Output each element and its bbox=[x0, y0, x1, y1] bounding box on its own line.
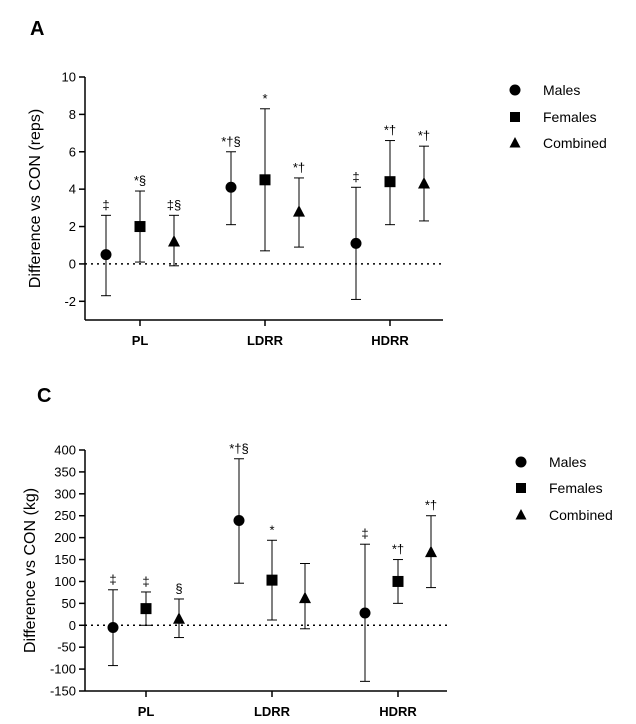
combined-point bbox=[425, 545, 437, 558]
significance-label: * bbox=[262, 91, 267, 106]
y-tick-label: -2 bbox=[64, 294, 76, 309]
significance-label: ‡ bbox=[361, 526, 368, 541]
x-category-label: PL bbox=[138, 704, 155, 719]
significance-label: § bbox=[175, 581, 182, 596]
legend-label: Males bbox=[549, 454, 586, 470]
males-point bbox=[107, 621, 119, 633]
combined-point bbox=[173, 612, 185, 624]
combined-point bbox=[293, 205, 305, 217]
legend-label: Females bbox=[549, 480, 603, 496]
significance-label: ‡ bbox=[352, 169, 359, 184]
y-tick-label: 250 bbox=[54, 508, 76, 523]
x-category-label: PL bbox=[132, 333, 149, 348]
y-tick-label: 300 bbox=[54, 486, 76, 501]
combined-point bbox=[299, 591, 311, 604]
y-tick-label: -50 bbox=[57, 640, 76, 655]
panel-letter: C bbox=[37, 385, 51, 407]
y-axis-title: Difference vs CON (reps) bbox=[27, 109, 44, 288]
significance-label: ‡§ bbox=[167, 197, 181, 212]
females-point bbox=[259, 174, 271, 186]
legend-marker-circle bbox=[509, 84, 521, 96]
females-point bbox=[392, 575, 404, 587]
x-category-label: HDRR bbox=[379, 704, 417, 719]
y-tick-label: -150 bbox=[50, 684, 76, 699]
y-tick-label: 150 bbox=[54, 552, 76, 567]
y-axis-title: Difference vs CON (kg) bbox=[22, 488, 39, 653]
y-tick-label: 100 bbox=[54, 574, 76, 589]
legend-marker-circle bbox=[515, 456, 527, 468]
legend-marker-triangle bbox=[515, 509, 527, 520]
males-point bbox=[100, 249, 112, 261]
panel-letter: A bbox=[30, 18, 44, 40]
y-tick-label: 350 bbox=[54, 464, 76, 479]
y-tick-label: 0 bbox=[69, 618, 76, 633]
y-tick-label: 50 bbox=[62, 596, 76, 611]
legend-marker-square bbox=[516, 483, 526, 493]
y-tick-label: 4 bbox=[69, 182, 76, 197]
significance-label: *§ bbox=[134, 173, 146, 188]
y-tick-label: 2 bbox=[69, 219, 76, 234]
females-point bbox=[134, 221, 146, 233]
males-point bbox=[225, 181, 237, 193]
combined-point bbox=[418, 177, 430, 189]
legend-marker-triangle bbox=[509, 137, 521, 148]
y-tick-label: -100 bbox=[50, 662, 76, 677]
significance-label: ‡ bbox=[142, 574, 149, 589]
males-point bbox=[350, 237, 362, 249]
y-tick-label: 0 bbox=[69, 256, 76, 271]
significance-label: * bbox=[269, 522, 274, 537]
significance-label: *† bbox=[425, 498, 437, 513]
males-point bbox=[233, 515, 245, 527]
legend-label: Combined bbox=[543, 135, 607, 151]
chart-panel-c: C -150 -100 -50 0 50 100 150 200 250 300 350 400 Diff… bbox=[22, 385, 613, 719]
combined-point bbox=[168, 234, 180, 247]
y-tick-label: 6 bbox=[69, 144, 76, 159]
significance-label: *† bbox=[392, 542, 404, 557]
males-point bbox=[359, 607, 371, 619]
x-category-label: HDRR bbox=[371, 333, 409, 348]
legend-label: Combined bbox=[549, 507, 613, 523]
females-point bbox=[140, 603, 152, 615]
significance-label: *† bbox=[418, 128, 430, 143]
x-category-label: LDRR bbox=[247, 333, 284, 348]
significance-label: *† bbox=[384, 123, 396, 138]
y-tick-label: 200 bbox=[54, 530, 76, 545]
legend-label: Females bbox=[543, 109, 597, 125]
significance-label: *† bbox=[293, 160, 305, 175]
x-category-label: LDRR bbox=[254, 704, 291, 719]
females-point bbox=[384, 176, 396, 188]
legend-label: Males bbox=[543, 82, 580, 98]
y-tick-label: 10 bbox=[62, 70, 76, 85]
legend-marker-square bbox=[510, 112, 520, 122]
females-point bbox=[266, 574, 278, 586]
y-tick-label: 400 bbox=[54, 443, 76, 458]
significance-label: *†§ bbox=[221, 134, 241, 149]
y-tick-label: 8 bbox=[69, 107, 76, 122]
chart-panel-a: A -2 0 2 4 6 8 10 Difference vs CON (reps) PL LDRR… bbox=[27, 18, 607, 348]
significance-label: ‡ bbox=[109, 572, 116, 587]
significance-label: ‡ bbox=[102, 197, 109, 212]
significance-label: *†§ bbox=[229, 441, 249, 456]
